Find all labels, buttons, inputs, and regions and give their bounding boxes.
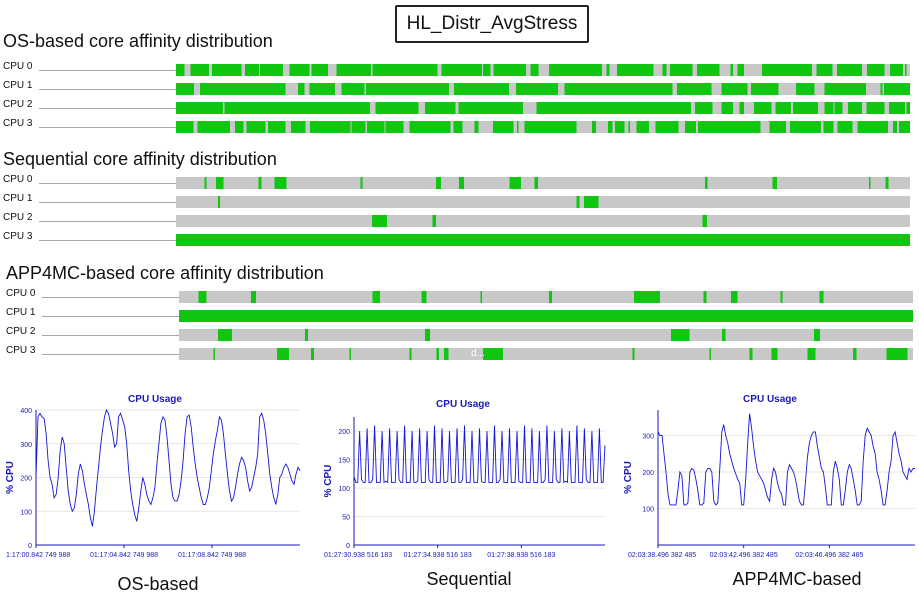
cpu-label: CPU 0 <box>3 61 33 72</box>
cpu-activity-bar: d... <box>179 348 913 360</box>
y-tick-label: 400 <box>20 408 32 415</box>
section-title-os: OS-based core affinity distribution <box>3 31 273 51</box>
cpu-usage-series-line <box>35 408 301 527</box>
x-tick-label: 01:27:34.938 516 183 <box>404 552 472 559</box>
x-tick-label: 02:03:46.496 382 485 <box>795 552 863 559</box>
cpu-axis-line <box>42 316 182 317</box>
y-tick-label: 300 <box>20 442 32 449</box>
cpu-label: CPU 2 <box>3 99 33 110</box>
cpu-label: CPU 3 <box>6 345 36 356</box>
y-tick-label: 200 <box>642 470 654 477</box>
caption-app4mc: APP4MC-based <box>732 569 862 589</box>
y-tick-label: 150 <box>338 458 350 465</box>
cpu-axis-line <box>42 335 182 336</box>
chart-title: CPU Usage <box>128 394 182 405</box>
cpu-axis-line <box>39 202 179 203</box>
chart-title: CPU Usage <box>743 394 797 405</box>
cpu-activity-bar <box>179 291 913 303</box>
cpu-activity-bar <box>179 310 913 322</box>
y-tick-label: 50 <box>342 515 350 522</box>
cpu-row: CPU 2 <box>6 326 913 341</box>
cpu-row: CPU 0 <box>3 61 913 76</box>
cpu-label: CPU 2 <box>6 326 36 337</box>
caption-sequential: Sequential <box>426 569 512 589</box>
cpu-axis-line <box>42 354 182 355</box>
cpu-activity-bar <box>176 64 910 76</box>
cpu-usage-series-line <box>353 425 606 484</box>
x-tick-label: 01:17:04.842 749 988 <box>90 552 158 559</box>
cpu-row: CPU 3 <box>3 231 913 246</box>
cpu-label: CPU 1 <box>6 307 36 318</box>
cpu-axis-line <box>39 89 179 90</box>
cpu-row: CPU 0 <box>6 288 913 303</box>
x-tick-label: 01:27:38.938 516 183 <box>487 552 555 559</box>
cpu-row: CPU 3 <box>3 118 913 133</box>
y-tick-label: 0 <box>346 543 350 550</box>
figure-title-box: HL_Distr_AvgStress <box>395 5 589 43</box>
cpu-usage-chart-sequential: CPU Usage % CPU 0 50 100 150 200 01:27:30.938 5… <box>323 399 606 559</box>
y-axis-label: % CPU <box>623 461 634 494</box>
cpu-usage-chart-os: CPU Usage % CPU 0 100 200 300 400 1:17:00.842 7… <box>5 394 301 559</box>
cpu-label: CPU 2 <box>3 212 33 223</box>
cpu-activity-bar <box>176 83 910 95</box>
x-tick-label: 01:27:30.938 516 183 <box>324 552 392 559</box>
cpu-label: CPU 0 <box>3 174 33 185</box>
cpu-activity-bar <box>176 102 910 114</box>
x-tick-label: 02:03:38.496 382 485 <box>628 552 696 559</box>
cpu-axis-line <box>42 297 182 298</box>
cpu-label: CPU 1 <box>3 80 33 91</box>
cpu-label: CPU 0 <box>6 288 36 299</box>
y-tick-label: 100 <box>20 509 32 516</box>
cpu-label: CPU 1 <box>3 193 33 204</box>
cpu-row: CPU 2 <box>3 212 913 227</box>
cpu-axis-line <box>39 240 179 241</box>
figure-title: HL_Distr_AvgStress <box>406 13 578 34</box>
x-tick-label: 1:17:00.842 749 988 <box>6 552 70 559</box>
section-title-app4mc: APP4MC-based core affinity distribution <box>6 263 324 283</box>
y-axis-label: % CPU <box>323 465 334 498</box>
cpu-activity-bar <box>176 121 910 133</box>
y-tick-label: 100 <box>642 507 654 514</box>
cpu-label: CPU 3 <box>3 118 33 129</box>
section-title-sequential: Sequential core affinity distribution <box>3 149 277 169</box>
cpu-activity-bar <box>176 215 910 227</box>
cpu-row: CPU 2 <box>3 99 913 114</box>
x-tick-label: 01:17:08.842 749 988 <box>178 552 246 559</box>
cpu-activity-bar <box>179 329 913 341</box>
y-tick-label: 0 <box>28 543 32 550</box>
y-axis-label: % CPU <box>5 461 16 494</box>
cpu-axis-line <box>39 221 179 222</box>
cpu-activity-bar <box>176 177 910 189</box>
y-tick-label: 100 <box>338 486 350 493</box>
caption-os: OS-based <box>117 574 199 594</box>
cpu-usage-chart-app4mc: CPU Usage % CPU 100 200 300 02:03:38.496 382 … <box>623 394 915 559</box>
cpu-row: CPU 0 <box>3 174 913 189</box>
cpu-bar-annotation: d... <box>471 348 485 359</box>
cpu-label: CPU 3 <box>3 231 33 242</box>
cpu-row: CPU 1 <box>6 307 913 322</box>
chart-title: CPU Usage <box>436 399 490 410</box>
cpu-axis-line <box>39 70 179 71</box>
y-tick-label: 200 <box>20 476 32 483</box>
y-tick-label: 200 <box>338 429 350 436</box>
cpu-axis-line <box>39 108 179 109</box>
cpu-activity-bar <box>176 196 910 208</box>
cpu-axis-line <box>39 183 179 184</box>
cpu-row: CPU 1 <box>3 193 913 208</box>
cpu-row: CPU 1 <box>3 80 913 95</box>
cpu-usage-series-line <box>657 413 915 506</box>
x-tick-label: 02:03:42.496 382 485 <box>710 552 778 559</box>
y-tick-label: 300 <box>642 434 654 441</box>
cpu-axis-line <box>39 127 179 128</box>
cpu-row: CPU 3 d... <box>6 345 913 360</box>
cpu-activity-bar <box>176 234 910 246</box>
